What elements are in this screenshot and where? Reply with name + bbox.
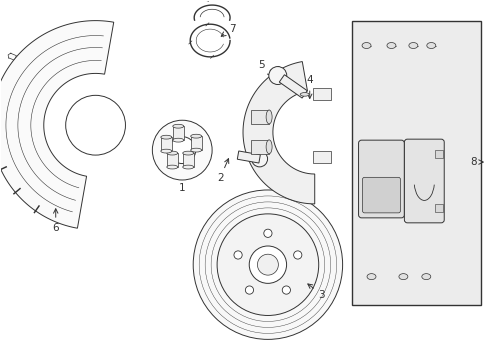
Bar: [251, 110, 268, 124]
Circle shape: [65, 95, 125, 155]
Bar: [351, 21, 480, 305]
Circle shape: [249, 246, 286, 283]
Ellipse shape: [421, 274, 430, 280]
Ellipse shape: [172, 124, 183, 128]
Bar: [312, 151, 330, 163]
Text: 8: 8: [469, 157, 482, 167]
Text: 5: 5: [258, 60, 272, 76]
Bar: [251, 140, 268, 154]
Ellipse shape: [166, 151, 178, 155]
Text: 2: 2: [216, 159, 228, 183]
Ellipse shape: [183, 151, 193, 155]
FancyArrow shape: [8, 53, 17, 60]
Circle shape: [168, 137, 195, 163]
FancyBboxPatch shape: [362, 177, 400, 213]
Bar: [183, 153, 193, 167]
Bar: [172, 126, 183, 140]
Ellipse shape: [426, 42, 435, 49]
Ellipse shape: [386, 42, 395, 49]
Ellipse shape: [398, 274, 407, 280]
Ellipse shape: [172, 138, 183, 142]
Ellipse shape: [161, 149, 171, 153]
Polygon shape: [237, 151, 260, 163]
Circle shape: [193, 190, 342, 339]
Text: 6: 6: [52, 209, 59, 233]
Ellipse shape: [190, 134, 201, 138]
Circle shape: [251, 151, 267, 167]
Bar: [166, 153, 178, 167]
Polygon shape: [243, 62, 314, 204]
Circle shape: [268, 67, 286, 85]
Text: 3: 3: [307, 284, 325, 300]
FancyBboxPatch shape: [358, 140, 404, 218]
Ellipse shape: [366, 274, 375, 280]
Circle shape: [293, 251, 301, 259]
Ellipse shape: [361, 42, 370, 49]
Bar: [312, 88, 330, 100]
Circle shape: [152, 120, 212, 180]
Polygon shape: [0, 21, 114, 228]
Bar: [434, 204, 442, 212]
Circle shape: [282, 286, 290, 294]
Text: 1: 1: [179, 164, 185, 193]
Circle shape: [233, 251, 242, 259]
FancyBboxPatch shape: [404, 139, 443, 223]
Circle shape: [257, 254, 278, 275]
Circle shape: [217, 214, 318, 315]
Ellipse shape: [190, 148, 201, 152]
Ellipse shape: [166, 165, 178, 169]
Bar: [434, 150, 442, 158]
Bar: [161, 137, 171, 151]
Polygon shape: [279, 75, 306, 98]
Ellipse shape: [183, 165, 193, 169]
Bar: [190, 136, 201, 150]
Circle shape: [245, 286, 253, 294]
Ellipse shape: [265, 110, 271, 124]
Ellipse shape: [300, 93, 308, 96]
Text: 7: 7: [221, 24, 235, 36]
Ellipse shape: [265, 140, 271, 154]
Text: 4: 4: [306, 75, 312, 98]
Ellipse shape: [408, 42, 417, 49]
Circle shape: [263, 229, 271, 237]
Ellipse shape: [161, 135, 171, 139]
